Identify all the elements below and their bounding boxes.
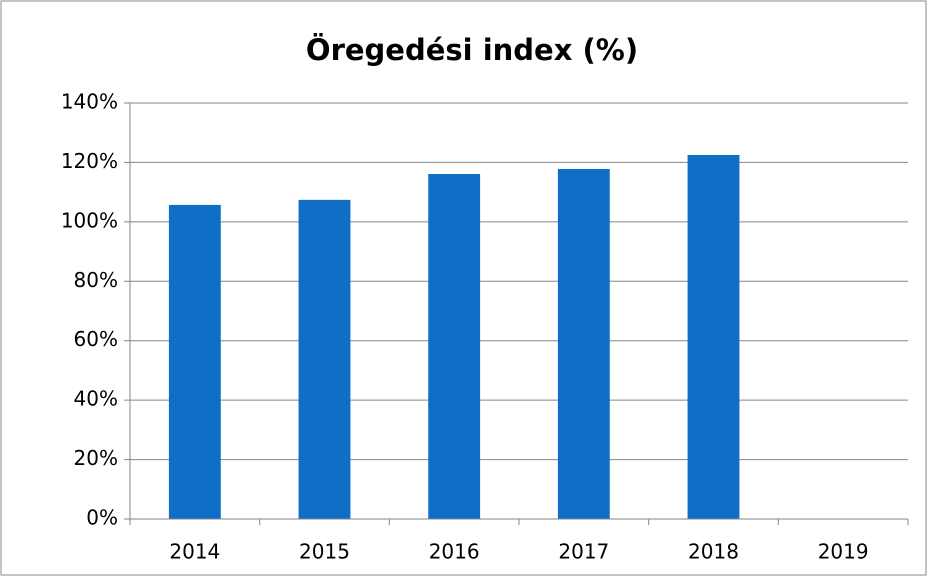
y-tick-label: 40%: [74, 387, 118, 411]
x-tick-label: 2018: [688, 540, 739, 564]
bar: [168, 204, 221, 520]
y-tick-label: 80%: [74, 268, 118, 292]
y-tick-label: 60%: [74, 327, 118, 351]
y-tick-label: 120%: [61, 149, 118, 173]
x-tick-label: 2015: [299, 540, 350, 564]
y-tick-label: 0%: [86, 506, 118, 530]
y-tick-label: 20%: [74, 446, 118, 470]
x-tick-label: 2014: [169, 540, 220, 564]
bar: [428, 174, 481, 519]
bar: [298, 199, 351, 519]
y-tick-label: 100%: [61, 208, 118, 232]
bar: [687, 155, 740, 519]
chart-title: Öregedési index (%): [306, 33, 638, 67]
bar: [557, 168, 610, 520]
x-tick-label: 2017: [558, 540, 609, 564]
y-tick-label: 140%: [61, 90, 118, 114]
x-tick-label: 2016: [429, 540, 480, 564]
x-tick-label: 2019: [818, 540, 869, 564]
